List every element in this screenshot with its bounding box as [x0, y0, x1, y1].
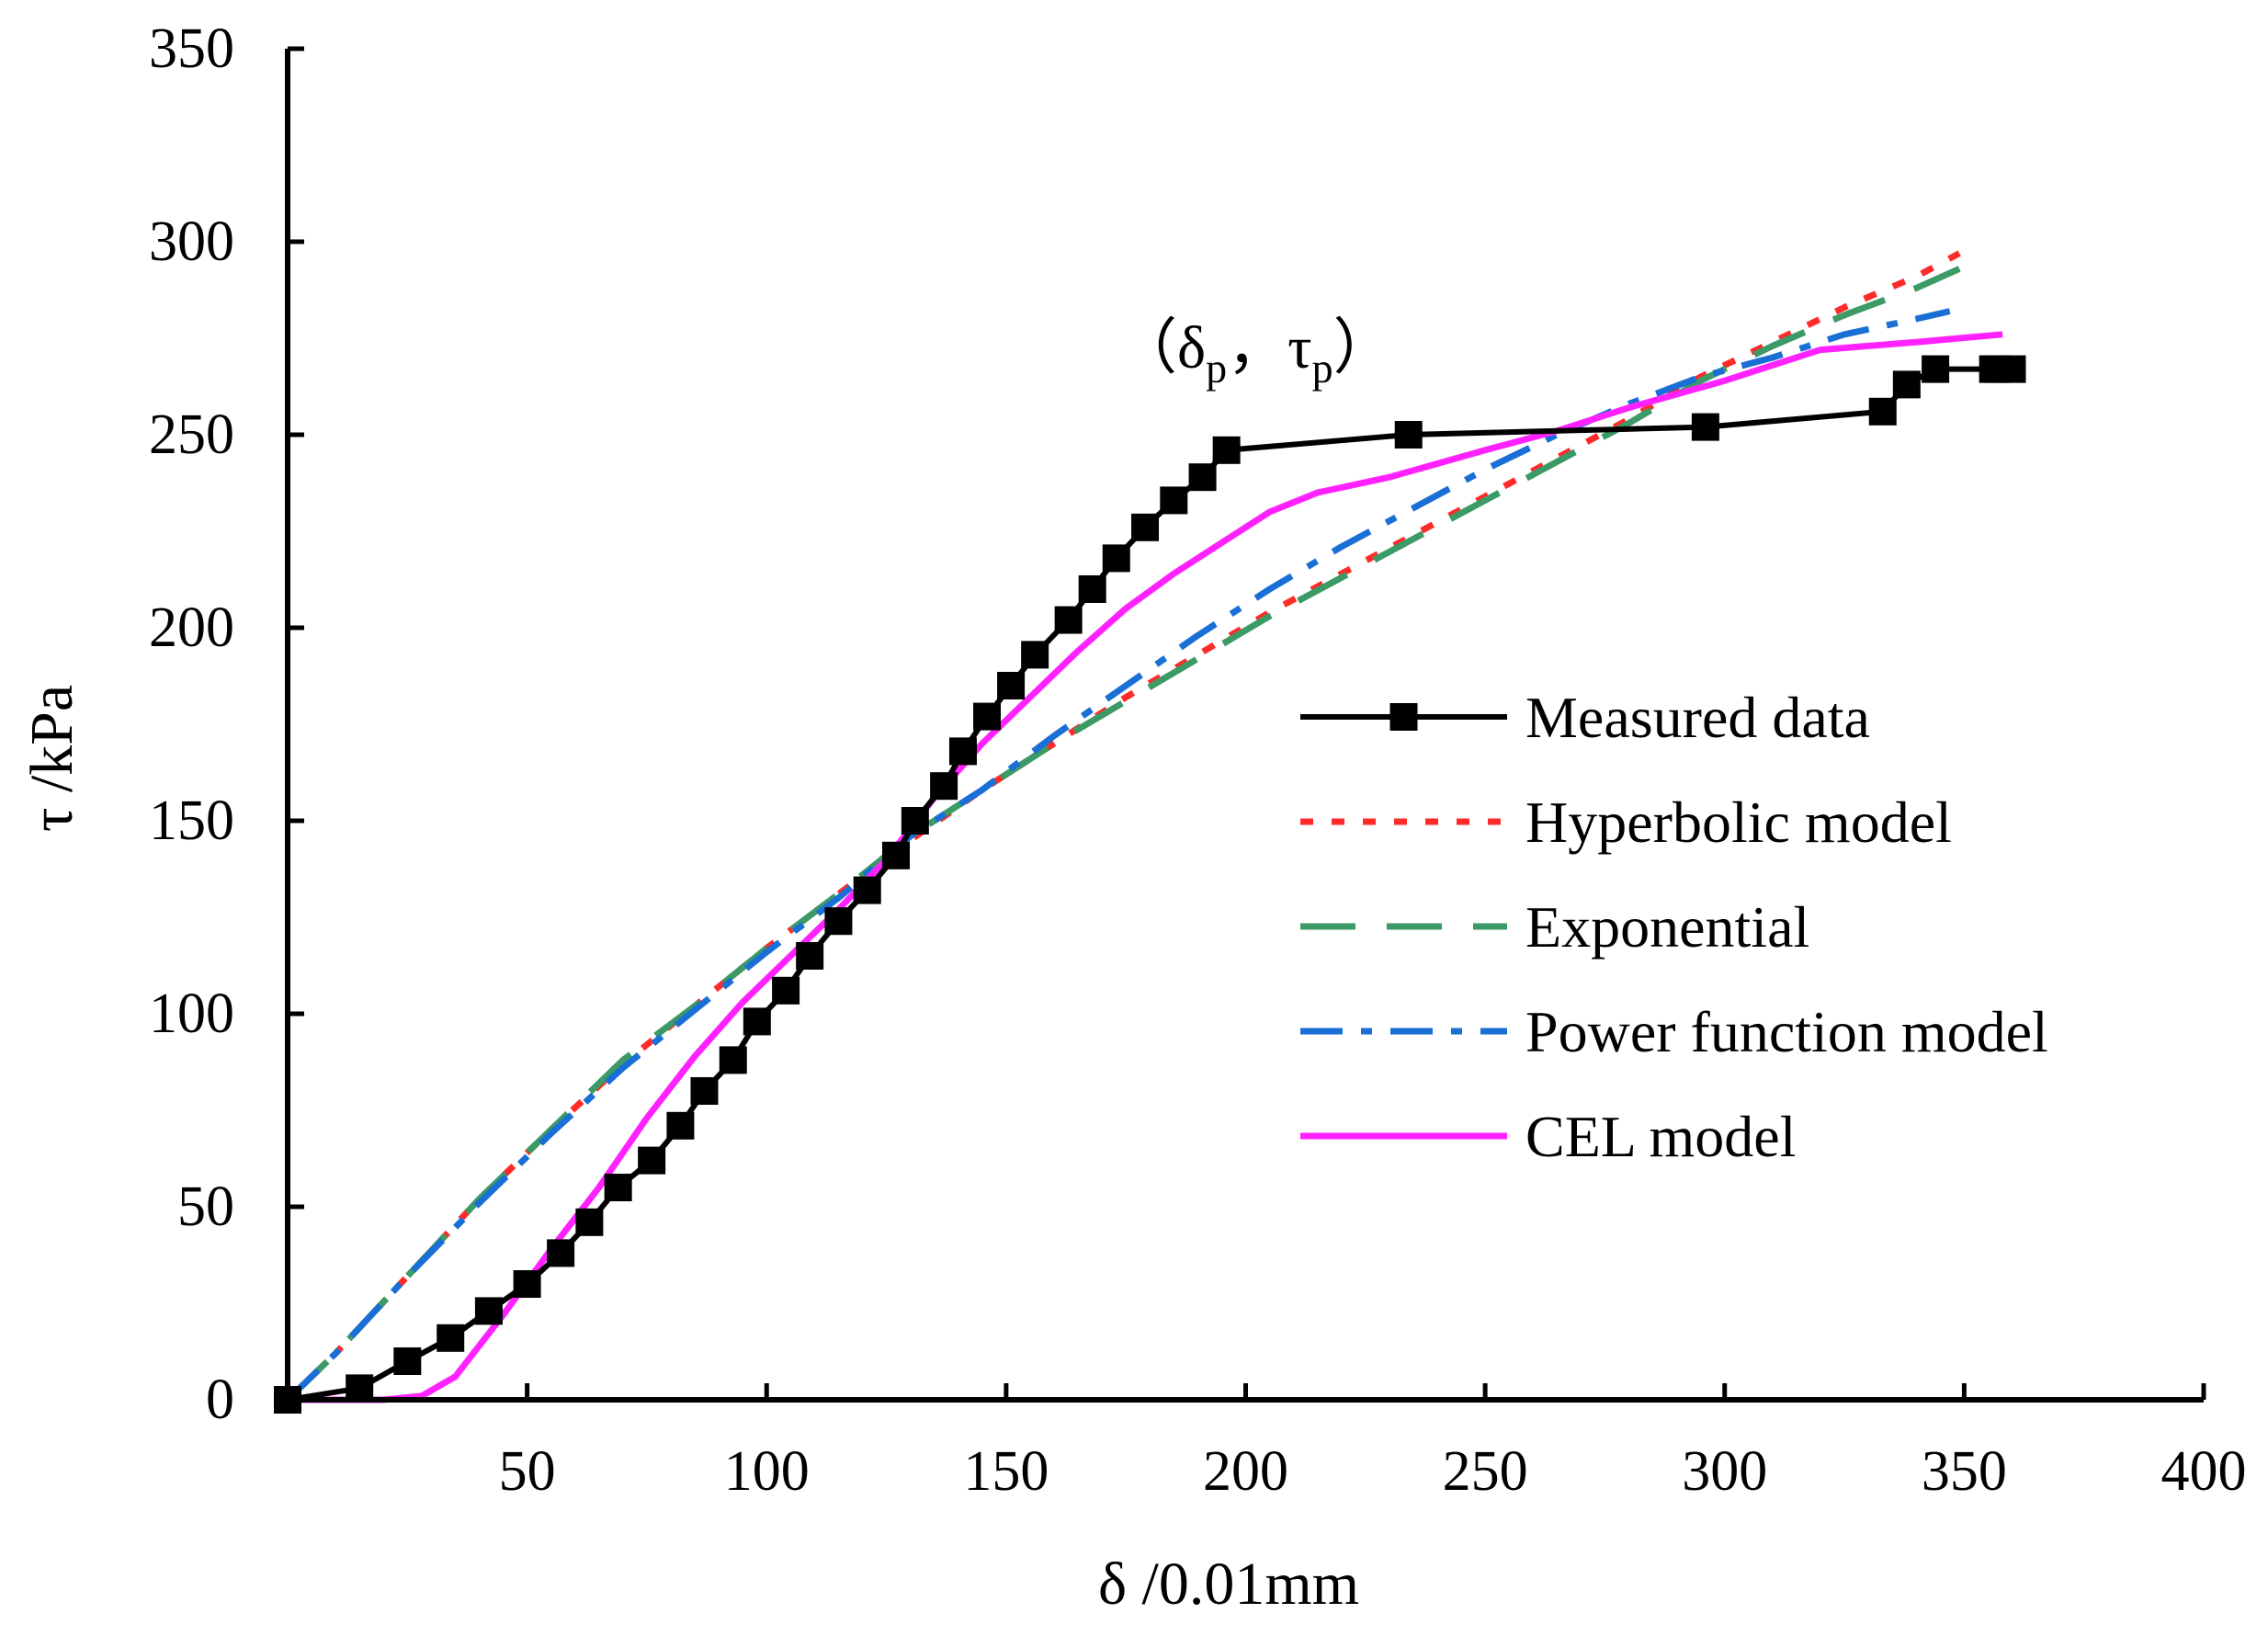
data-point: [690, 1077, 719, 1105]
x-tick-label: 150: [963, 1440, 1049, 1503]
axis-frame: [285, 49, 2204, 1403]
data-point: [1394, 421, 1423, 449]
data-point: [393, 1347, 422, 1375]
x-tick-label: 100: [724, 1440, 810, 1503]
data-point: [1998, 355, 2026, 383]
x-tick-label: 400: [2161, 1440, 2247, 1503]
data-point: [575, 1208, 604, 1236]
legend-label-power-function-model: Power function model: [1525, 999, 2048, 1064]
data-point: [547, 1239, 575, 1267]
data-point: [474, 1297, 503, 1325]
y-tick-label: 150: [149, 790, 234, 852]
axes: [285, 46, 2206, 1403]
y-tick-label: 350: [149, 17, 234, 80]
peak-annotation-close: ）: [1333, 314, 1394, 381]
data-point: [1054, 606, 1083, 634]
y-tick-label: 0: [206, 1369, 234, 1431]
data-point: [604, 1174, 632, 1201]
data-point: [881, 841, 910, 869]
data-point: [1868, 397, 1897, 426]
series-line-measured-data: [287, 366, 2013, 1403]
data-point: [1922, 355, 1950, 383]
legend-label-hyperbolic-model: Hyperbolic model: [1525, 790, 1952, 855]
y-tick-label: 50: [177, 1176, 234, 1238]
x-axis-title: δ /0.01mm: [1098, 1551, 1359, 1618]
peak-annotation-sub1: p: [1206, 345, 1227, 392]
data-point: [948, 737, 977, 766]
data-point: [824, 907, 853, 936]
legend-marker: [1389, 703, 1418, 731]
y-tick-label: 300: [149, 210, 234, 273]
legend-label-measured-data: Measured data: [1525, 685, 1870, 750]
data-point: [973, 702, 1002, 731]
x-tick-label: 50: [499, 1440, 556, 1503]
data-point: [1160, 486, 1188, 515]
peak-annotation-sub2: p: [1312, 345, 1333, 392]
data-point: [437, 1324, 465, 1352]
y-tick-label: 100: [149, 983, 234, 1045]
x-tick-label: 350: [1922, 1440, 2007, 1503]
data-point: [853, 876, 881, 904]
data-point: [1102, 544, 1130, 573]
peak-annotation: （δp，τp）: [1117, 314, 1394, 392]
data-point: [666, 1111, 695, 1140]
data-point: [772, 976, 800, 1005]
data-point: [1212, 436, 1241, 464]
data-point: [1078, 575, 1106, 603]
data-point: [997, 672, 1026, 699]
data-point: [930, 772, 958, 801]
data-point: [513, 1270, 541, 1298]
data-point: [1021, 641, 1049, 669]
x-tick-label: 250: [1443, 1440, 1528, 1503]
x-tick-label: 300: [1682, 1440, 1767, 1503]
series-line-power-function-model: [285, 308, 1951, 1403]
plot-lines: [274, 250, 2026, 1414]
data-point: [1691, 413, 1719, 441]
data-point: [796, 942, 824, 970]
data-point: [638, 1146, 666, 1175]
data-point: [1892, 370, 1921, 399]
y-tick-label: 200: [149, 596, 234, 659]
legend-label-cel-model: CEL model: [1525, 1104, 1796, 1169]
y-axis-title: τ /kPa: [18, 685, 85, 832]
peak-annotation-mid: ，τ: [1227, 314, 1312, 381]
data-point: [901, 807, 929, 835]
tick-labels: 0 50 100 150 200 250 300 350 50 100 150 200 250 300 35…: [149, 17, 2247, 1503]
legend: Measured data Hyperbolic model Exponential…: [1300, 685, 2048, 1169]
peak-annotation-open: （δ: [1117, 314, 1206, 381]
data-point: [1131, 513, 1160, 541]
x-tick-label: 200: [1203, 1440, 1288, 1503]
legend-label-exponential: Exponential: [1525, 894, 1809, 960]
series-line-cel-model: [288, 331, 2003, 1403]
data-point: [719, 1046, 747, 1074]
data-point: [1188, 463, 1217, 492]
data-point: [743, 1007, 771, 1036]
y-tick-label: 250: [149, 403, 234, 466]
